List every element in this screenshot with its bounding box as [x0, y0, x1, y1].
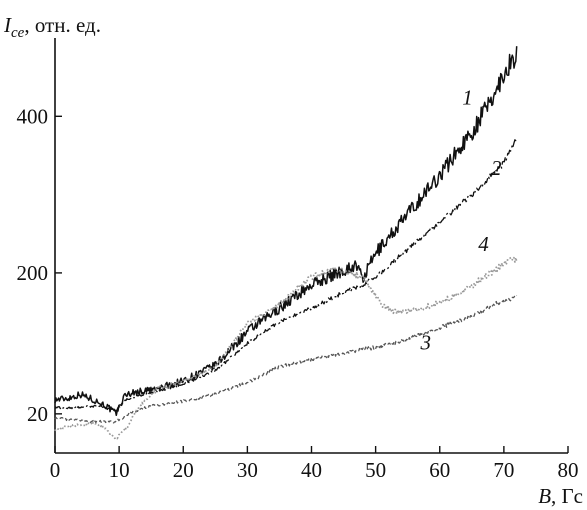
- x-tick-label: 40: [301, 458, 322, 482]
- x-tick-label: 80: [558, 458, 579, 482]
- series: [54, 46, 518, 440]
- x-tick-label: 70: [493, 458, 514, 482]
- series-2-line: [54, 137, 518, 412]
- ticks: 0 10 20 30 40 50 60 70 80 20 200 400: [17, 104, 579, 482]
- series-3-line: [54, 294, 518, 424]
- y-axis-symbol: I: [3, 13, 12, 37]
- curve-labels: 1 2 3 4: [420, 86, 503, 355]
- x-tick-label: 10: [109, 458, 130, 482]
- series-4-line: [54, 256, 518, 440]
- x-tick-label: 20: [173, 458, 194, 482]
- y-tick-label: 200: [17, 261, 49, 285]
- x-tick-label: 50: [365, 458, 386, 482]
- y-axis-title: Ice, отн. ед.: [3, 13, 101, 41]
- series-2-label: 2: [491, 156, 502, 180]
- y-tick-label: 400: [17, 104, 49, 128]
- y-axis-unit: , отн. ед.: [24, 13, 101, 37]
- y-tick-label: 20: [27, 402, 48, 426]
- series-1-label: 1: [462, 86, 473, 110]
- x-axis-symbol: B: [538, 484, 551, 508]
- x-tick-label: 0: [50, 458, 61, 482]
- y-axis-subscript: ce: [11, 25, 25, 41]
- series-1-line: [54, 46, 518, 417]
- x-tick-label: 30: [237, 458, 258, 482]
- x-axis-title: B, Гс: [538, 484, 583, 508]
- series-4-label: 4: [478, 232, 489, 256]
- x-axis-unit: , Гс: [551, 484, 583, 508]
- x-tick-label: 60: [429, 458, 450, 482]
- series-3-label: 3: [420, 331, 432, 355]
